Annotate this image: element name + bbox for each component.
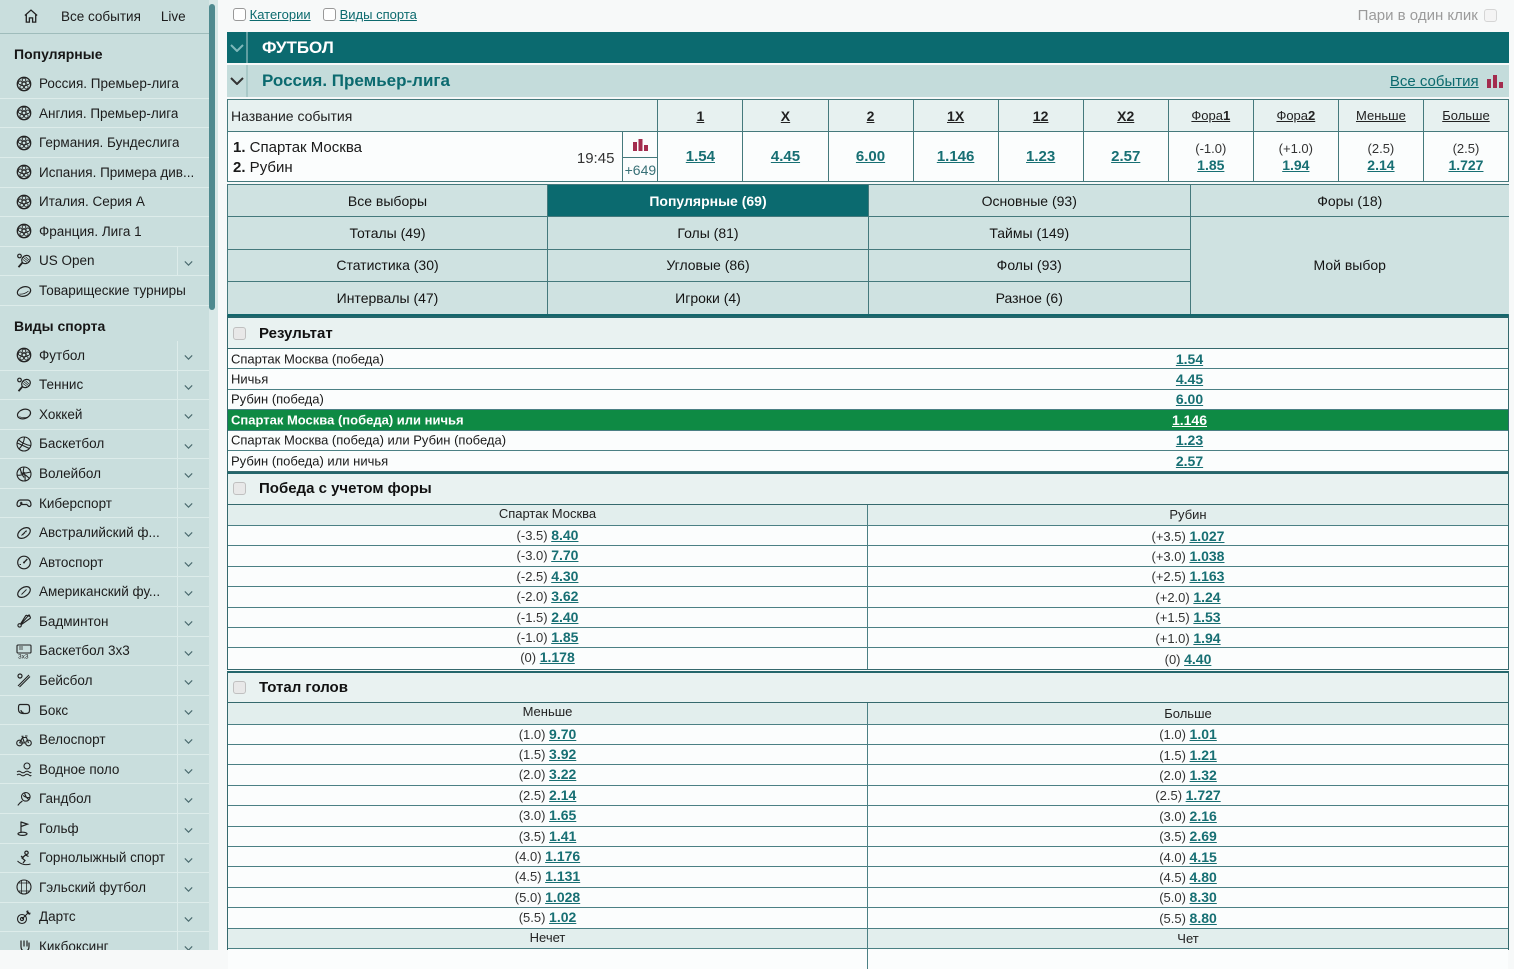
- svg-text:3x3: 3x3: [18, 653, 29, 659]
